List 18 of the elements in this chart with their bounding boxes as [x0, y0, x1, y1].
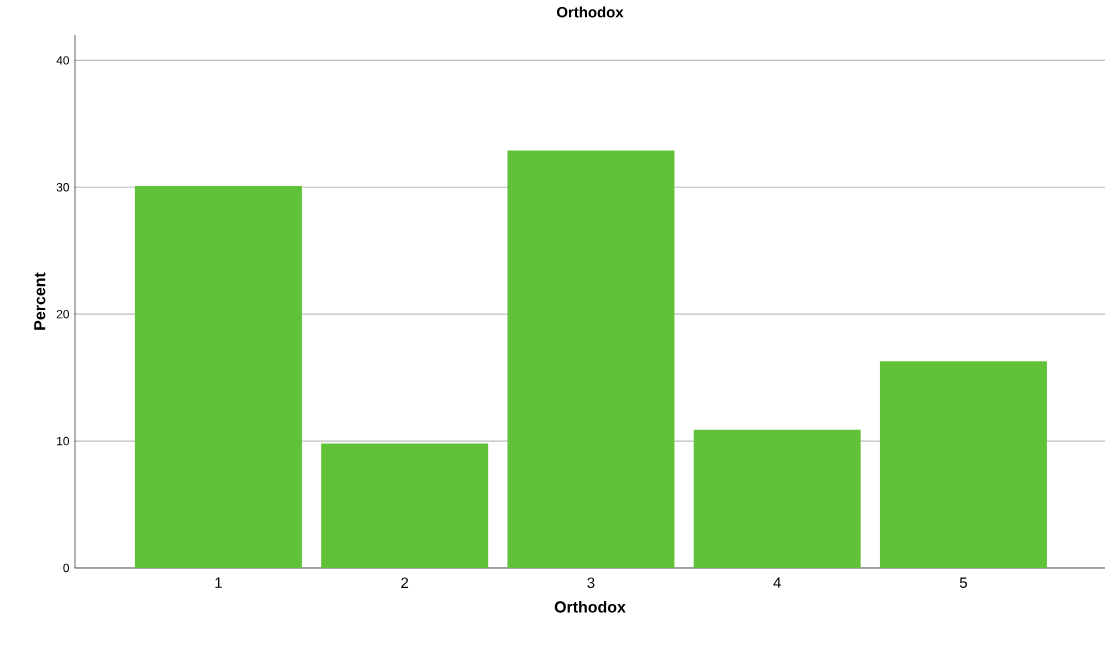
bar	[879, 361, 1047, 568]
y-tick-label: 0	[63, 563, 70, 573]
chart-title: Orthodox	[556, 6, 624, 18]
bar	[321, 443, 489, 568]
y-tick-label: 30	[56, 183, 70, 192]
x-axis-title: Orthodox	[554, 600, 626, 613]
y-axis-title: Percent	[34, 272, 46, 330]
bar	[134, 186, 302, 568]
x-tick-label: 3	[587, 577, 595, 589]
x-tick-label: 1	[215, 577, 222, 588]
bar	[507, 150, 675, 568]
y-tick-label: 20	[56, 309, 70, 319]
x-tick-label: 5	[959, 577, 967, 588]
x-tick-label: 4	[773, 577, 781, 588]
y-tick-label: 40	[56, 56, 70, 65]
x-tick-label: 2	[401, 577, 409, 588]
y-tick-label: 10	[57, 436, 70, 446]
bar	[693, 429, 861, 568]
